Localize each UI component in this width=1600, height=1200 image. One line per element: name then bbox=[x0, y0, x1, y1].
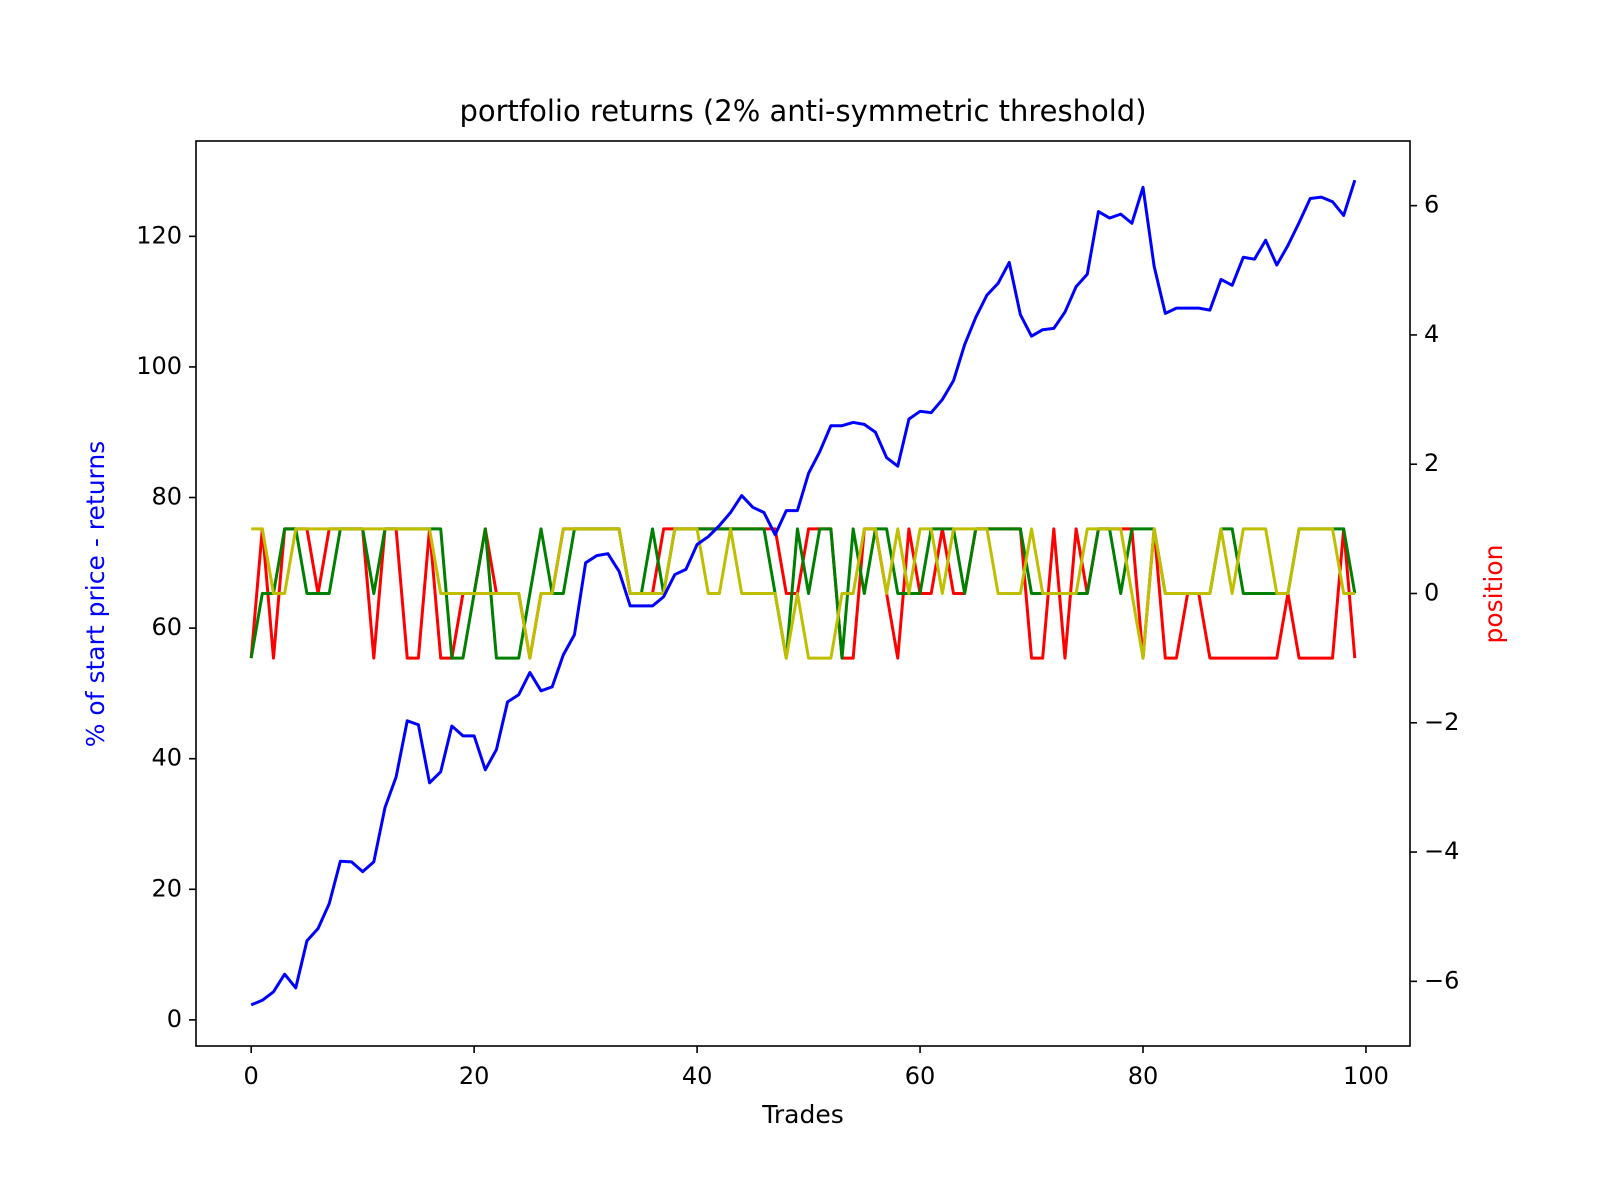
y-tick-label: 100 bbox=[136, 352, 182, 380]
x-tick-label: 0 bbox=[244, 1062, 259, 1090]
y-tick-label: 20 bbox=[151, 874, 182, 902]
y2-tick-label: −6 bbox=[1424, 966, 1459, 994]
x-tick-label: 60 bbox=[905, 1062, 936, 1090]
y2-tick-label: 0 bbox=[1424, 579, 1439, 607]
y2-tick-label: 6 bbox=[1424, 191, 1439, 219]
y2-tick-label: −4 bbox=[1424, 837, 1459, 865]
y2-axis-label: position bbox=[1479, 544, 1508, 643]
data-line bbox=[251, 527, 1355, 660]
chart-title: portfolio returns (2% anti-symmetric thr… bbox=[459, 94, 1146, 128]
x-tick-label: 80 bbox=[1128, 1062, 1159, 1090]
x-axis-label: Trades bbox=[761, 1100, 843, 1129]
x-tick-label: 100 bbox=[1343, 1062, 1389, 1090]
y-tick-label: 40 bbox=[151, 744, 182, 772]
y-tick-label: 0 bbox=[167, 1005, 182, 1033]
y2-tick-label: −2 bbox=[1424, 708, 1459, 736]
data-line bbox=[250, 179, 1357, 1007]
x-tick-label: 40 bbox=[682, 1062, 713, 1090]
y-axis-label: % of start price - returns bbox=[81, 441, 110, 748]
y2-tick-label: 4 bbox=[1424, 320, 1439, 348]
y-tick-label: 60 bbox=[151, 613, 182, 641]
y-tick-label: 80 bbox=[151, 483, 182, 511]
y2-tick-label: 2 bbox=[1424, 449, 1439, 477]
y-tick-label: 120 bbox=[136, 221, 182, 249]
x-tick-label: 20 bbox=[459, 1062, 490, 1090]
